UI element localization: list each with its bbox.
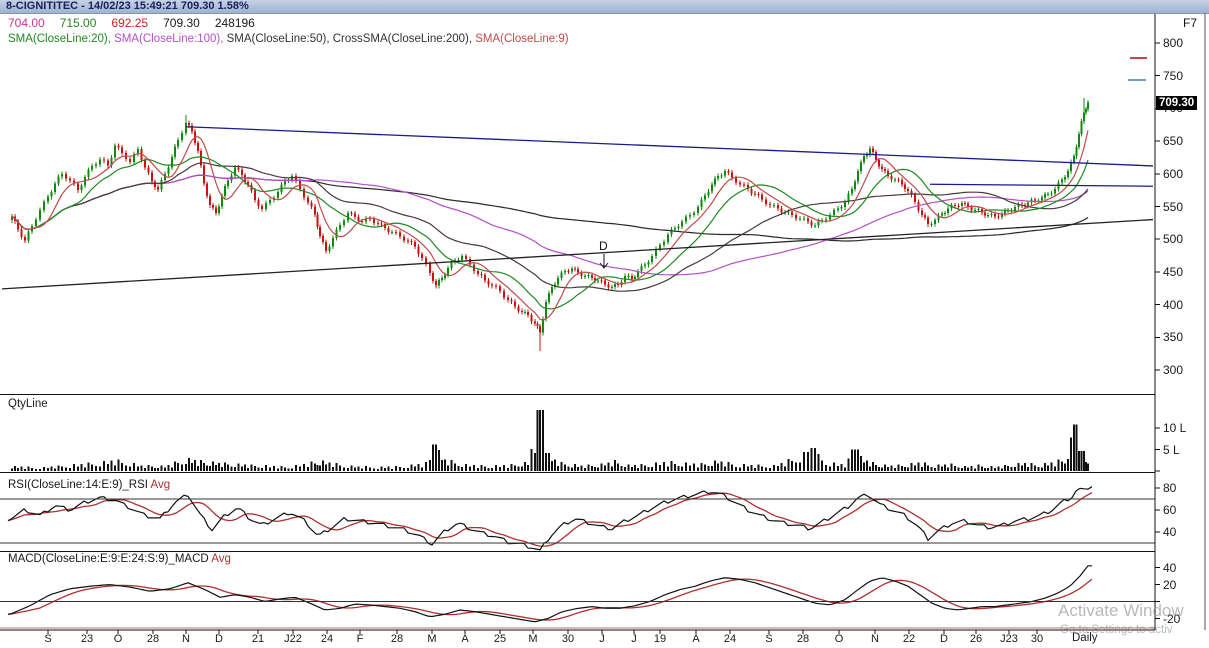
volume-panel-label: QtyLine (8, 398, 48, 410)
rsi-line (7, 486, 1093, 551)
last-price-tag: 709.30 (1156, 96, 1198, 110)
window-title: 8-CIGNITITEC - 14/02/23 15:49:21 709.30 … (6, 0, 249, 12)
activate-windows-watermark: Activate Window (1058, 601, 1184, 620)
quote-value: 692.25 (111, 16, 149, 30)
sma-200-line (11, 174, 1089, 242)
trendline (185, 126, 1154, 167)
indicator-label[interactable]: SMA(CloseLine:50), (226, 33, 333, 45)
sma-9-line (11, 130, 1089, 321)
rsi-avg-line (7, 492, 1093, 547)
quote-value: 715.00 (59, 16, 97, 30)
window-title-bar[interactable]: 8-CIGNITITEC - 14/02/23 15:49:21 709.30 … (0, 0, 1209, 14)
volume-bars (11, 409, 1089, 471)
macd-avg-label: Avg (211, 553, 231, 565)
rsi-avg-label: Avg (150, 479, 171, 491)
candles (11, 97, 1089, 352)
trendline (929, 183, 1154, 187)
indicator-label[interactable]: SMA(CloseLine:100), (114, 33, 227, 45)
indicator-label[interactable]: CrossSMA(CloseLine:200), (332, 33, 476, 45)
macd-line (7, 565, 1092, 623)
macd-indicator-label: MACD(CloseLine:E:9:E:24:S:9)_MACD (8, 553, 209, 565)
hotkey-label: F7 (1183, 16, 1198, 30)
quote-value: 704.00 (8, 16, 45, 30)
sma-50-line (11, 162, 1089, 292)
trendline (1, 218, 1154, 290)
quote-value: 709.30 (163, 16, 200, 30)
quote-row: 704.00 715.00 692.25 709.30 248196 (8, 16, 270, 30)
indicator-label[interactable]: SMA(CloseLine:20), (8, 33, 115, 45)
sma-20-line (11, 156, 1089, 310)
dividend-marker-label: D (599, 239, 608, 253)
indicator-legend-row: SMA(CloseLine:20), SMA(CloseLine:100), S… (8, 33, 569, 47)
activate-windows-watermark-line2: Go to Settings to activ (1060, 624, 1173, 636)
macd-panel-label: MACD(CloseLine:E:9:E:24:S:9)_MACD Avg (8, 553, 231, 565)
macd-avg-line (7, 578, 1093, 621)
sma-100-line (11, 174, 1089, 276)
dividend-marker-arrow (599, 254, 609, 269)
rsi-indicator-label: RSI(CloseLine:14:E:9)_RSI (8, 479, 148, 491)
timeframe-label[interactable]: Daily (1072, 632, 1098, 644)
rsi-panel-label: RSI(CloseLine:14:E:9)_RSI Avg (8, 479, 170, 491)
indicator-label[interactable]: SMA(CloseLine:9) (475, 33, 569, 45)
quote-value: 248196 (214, 16, 255, 30)
